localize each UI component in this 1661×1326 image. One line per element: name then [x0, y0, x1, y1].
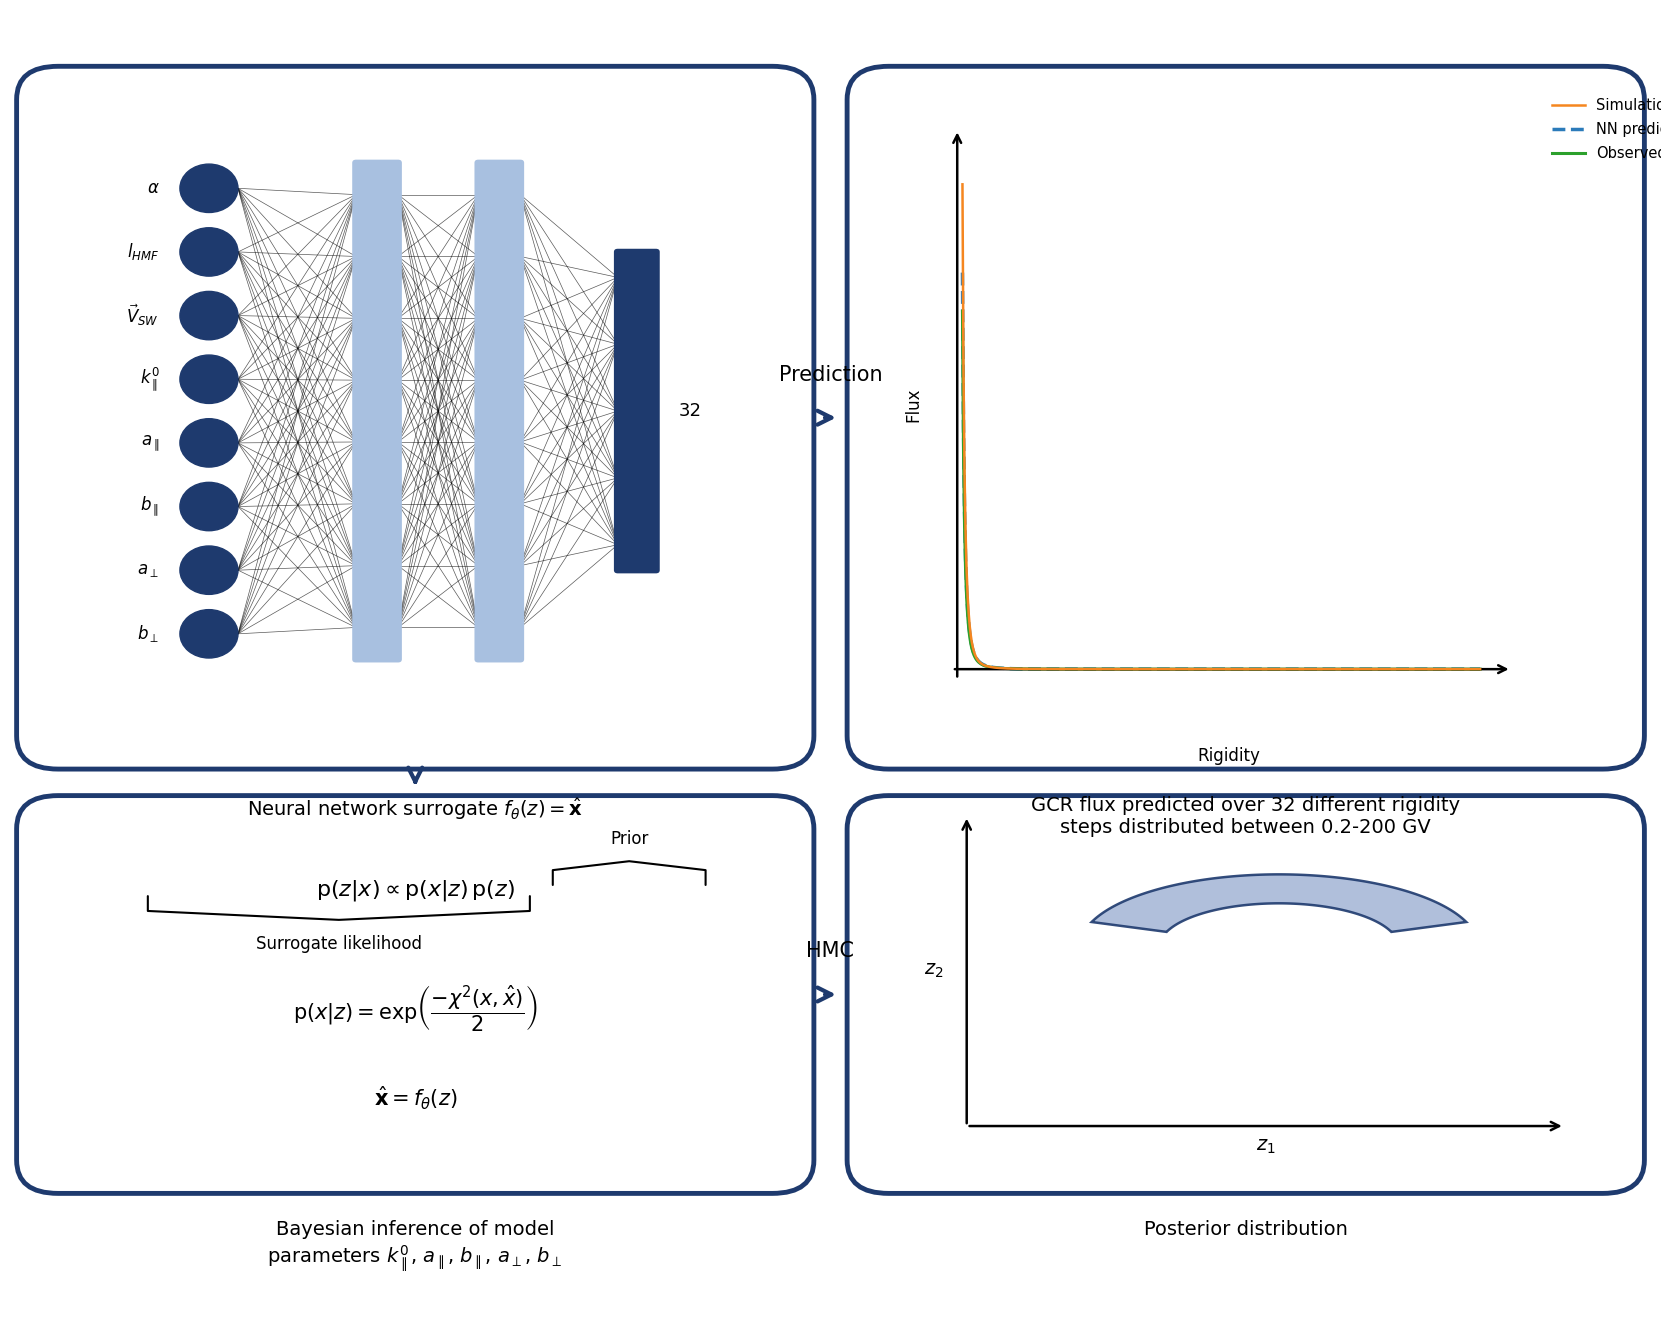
Text: Neural network surrogate $f_{\theta}(z) = \hat{\mathbf{x}}$: Neural network surrogate $f_{\theta}(z) …	[247, 796, 583, 822]
Text: Posterior distribution: Posterior distribution	[1144, 1220, 1347, 1238]
Circle shape	[179, 292, 238, 339]
Observed	[1198, 662, 1218, 678]
FancyBboxPatch shape	[352, 159, 402, 663]
Circle shape	[179, 228, 238, 276]
FancyBboxPatch shape	[847, 66, 1644, 769]
Circle shape	[179, 546, 238, 594]
Simulation	[1470, 662, 1490, 678]
Text: Bayesian inference of model
parameters $k^0_{\parallel}$, $a_{\parallel}$, $b_{\: Bayesian inference of model parameters $…	[267, 1220, 563, 1273]
Text: HMC: HMC	[807, 941, 854, 961]
FancyBboxPatch shape	[17, 796, 814, 1193]
Circle shape	[179, 610, 238, 658]
Line: Observed: Observed	[962, 312, 1480, 670]
Text: Rigidity: Rigidity	[1198, 747, 1261, 765]
Circle shape	[179, 483, 238, 530]
Simulation	[1377, 662, 1397, 678]
Text: $\alpha$: $\alpha$	[146, 179, 159, 198]
Text: GCR flux predicted over 32 different rigidity
steps distributed between 0.2-200 : GCR flux predicted over 32 different rig…	[1031, 796, 1460, 837]
Legend: Simulation, NN prediction, Observed: Simulation, NN prediction, Observed	[1546, 93, 1661, 167]
FancyBboxPatch shape	[615, 249, 659, 573]
Simulation	[1261, 662, 1281, 678]
Simulation	[1232, 662, 1252, 678]
Circle shape	[179, 419, 238, 467]
Observed	[1470, 662, 1490, 678]
Simulation	[1201, 662, 1221, 678]
Line: NN prediction: NN prediction	[962, 273, 1480, 670]
Observed	[1232, 662, 1252, 678]
Circle shape	[179, 164, 238, 212]
Observed	[1201, 662, 1221, 678]
Text: $z_2$: $z_2$	[924, 961, 943, 980]
NN prediction	[952, 265, 972, 281]
FancyBboxPatch shape	[17, 66, 814, 769]
NN prediction	[1470, 662, 1490, 678]
Circle shape	[179, 355, 238, 403]
FancyBboxPatch shape	[847, 796, 1644, 1193]
NN prediction	[1377, 662, 1397, 678]
Polygon shape	[1091, 874, 1467, 932]
Text: $b_{\perp}$: $b_{\perp}$	[136, 623, 159, 644]
Text: $k^0_{\parallel}$: $k^0_{\parallel}$	[140, 365, 159, 394]
Text: $b_{\parallel}$: $b_{\parallel}$	[140, 495, 159, 518]
Text: $a_{\parallel}$: $a_{\parallel}$	[141, 434, 159, 452]
Line: Simulation: Simulation	[962, 184, 1480, 670]
Text: 32: 32	[679, 402, 703, 420]
Simulation	[952, 176, 972, 192]
FancyBboxPatch shape	[475, 159, 525, 663]
NN prediction	[1458, 662, 1478, 678]
Observed	[1261, 662, 1281, 678]
Text: $\vec{V}_{SW}$: $\vec{V}_{SW}$	[126, 302, 159, 329]
Text: $l_{HMF}$: $l_{HMF}$	[126, 241, 159, 263]
Observed	[1458, 662, 1478, 678]
Observed	[952, 304, 972, 320]
NN prediction	[1201, 662, 1221, 678]
Text: Flux: Flux	[904, 387, 922, 422]
Text: $z_1$: $z_1$	[1256, 1138, 1276, 1156]
Text: $\hat{\mathbf{x}} = f_{\theta}(z)$: $\hat{\mathbf{x}} = f_{\theta}(z)$	[374, 1085, 457, 1113]
Text: Prediction: Prediction	[779, 365, 882, 385]
Text: $a_{\perp}$: $a_{\perp}$	[138, 561, 159, 579]
NN prediction	[1198, 662, 1218, 678]
Text: $\mathrm{p}(x|z) = \exp\!\left(\dfrac{-\chi^2(x,\hat{x})}{2}\right)$: $\mathrm{p}(x|z) = \exp\!\left(\dfrac{-\…	[292, 984, 538, 1036]
Text: Prior: Prior	[610, 830, 648, 847]
Observed	[1377, 662, 1397, 678]
Text: $\mathrm{p}(z|x) \propto \mathrm{p}(x|z)\, \mathrm{p}(z)$: $\mathrm{p}(z|x) \propto \mathrm{p}(x|z)…	[316, 878, 515, 903]
Simulation	[1458, 662, 1478, 678]
NN prediction	[1232, 662, 1252, 678]
NN prediction	[1261, 662, 1281, 678]
Text: Surrogate likelihood: Surrogate likelihood	[256, 935, 422, 953]
Simulation	[1198, 662, 1218, 678]
